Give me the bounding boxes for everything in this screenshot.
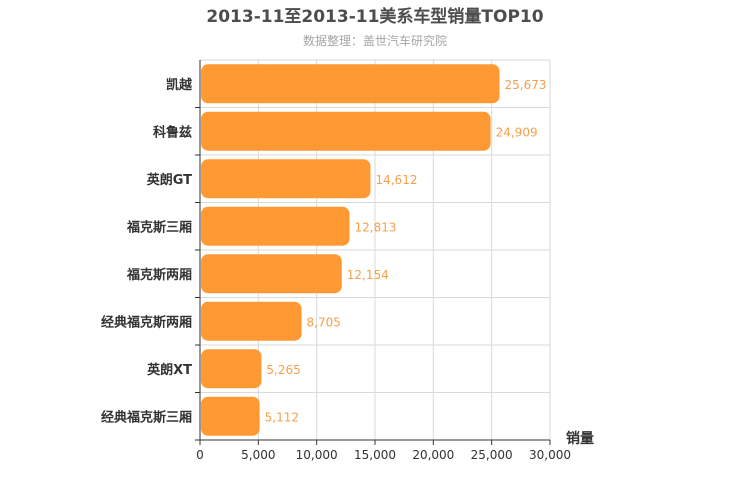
category-label: 英朗XT bbox=[146, 362, 192, 378]
chart-title: 2013-11至2013-11美系车型销量TOP10 bbox=[206, 6, 543, 27]
category-label: 经典福克斯两厢 bbox=[101, 314, 192, 330]
data-label: 14,612 bbox=[375, 173, 417, 187]
x-tick-label: 30,000 bbox=[529, 448, 571, 462]
x-axis-title: 销量 bbox=[566, 430, 594, 447]
grid-lines bbox=[200, 59, 551, 441]
data-label: 12,813 bbox=[354, 220, 396, 234]
category-label: 福克斯三厢 bbox=[126, 219, 192, 235]
data-label: 12,154 bbox=[347, 268, 389, 282]
data-label: 8,705 bbox=[307, 315, 341, 329]
data-label: 5,265 bbox=[266, 363, 300, 377]
bar bbox=[201, 206, 350, 246]
bar bbox=[201, 301, 302, 341]
data-label: 24,909 bbox=[496, 125, 538, 139]
data-label: 25,673 bbox=[505, 78, 547, 92]
x-tick-label: 0 bbox=[196, 448, 204, 462]
bar bbox=[201, 111, 491, 151]
bar bbox=[201, 349, 262, 389]
category-label: 科鲁兹 bbox=[153, 124, 192, 140]
x-tick-label: 25,000 bbox=[471, 448, 513, 462]
chart-subtitle: 数据整理：盖世汽车研究院 bbox=[303, 33, 447, 48]
data-label: 5,112 bbox=[265, 410, 299, 424]
x-tick-label: 15,000 bbox=[354, 448, 396, 462]
category-label: 福克斯两厢 bbox=[126, 267, 192, 283]
bar bbox=[201, 64, 500, 104]
category-label: 凯越 bbox=[166, 77, 193, 93]
bar bbox=[201, 159, 371, 199]
bar bbox=[201, 396, 260, 436]
category-label: 经典福克斯三厢 bbox=[101, 409, 192, 425]
x-tick-label: 10,000 bbox=[296, 448, 338, 462]
bar bbox=[201, 254, 342, 294]
x-tick-label: 20,000 bbox=[412, 448, 454, 462]
category-label: 英朗GT bbox=[146, 172, 192, 188]
x-tick-label: 5,000 bbox=[241, 448, 275, 462]
bars: 25,673 24,909 14,612 12,813 12,154 8,705 5,265… bbox=[201, 64, 547, 436]
